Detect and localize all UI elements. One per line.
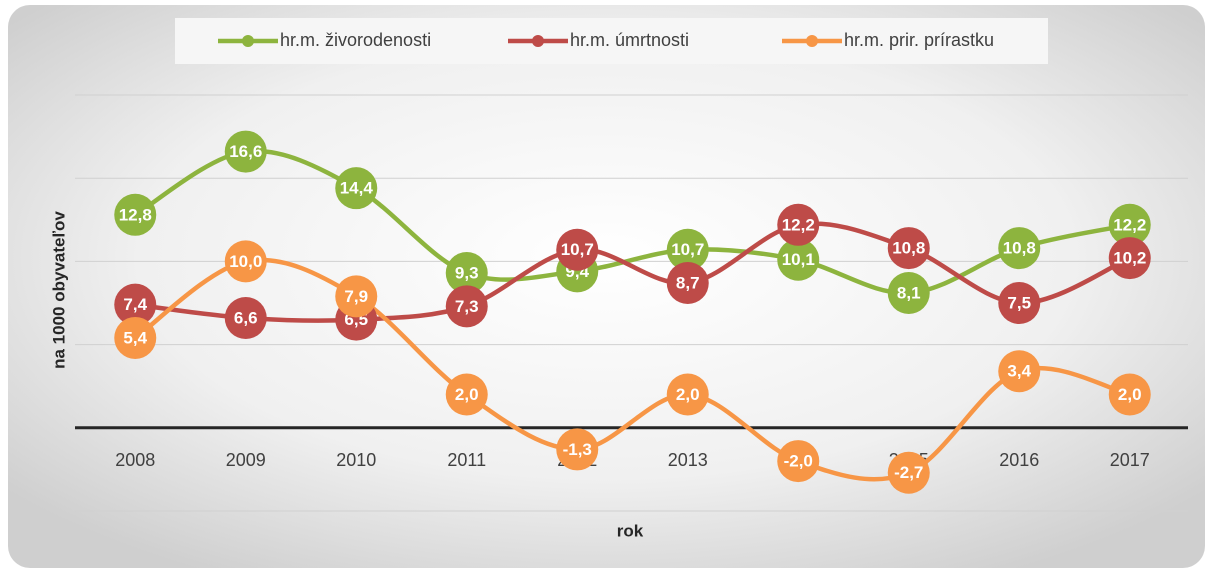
legend-item: hr.m. prir. prírastku: [782, 30, 994, 50]
data-label: 2,0: [676, 385, 700, 404]
legend-label: hr.m. živorodenosti: [280, 30, 431, 50]
data-label: 7,4: [123, 295, 147, 314]
data-point: [556, 428, 599, 471]
legend-item: hr.m. živorodenosti: [218, 30, 431, 50]
series-line: [134, 221, 1131, 323]
data-label: 10,2: [1113, 249, 1146, 268]
data-point: [114, 316, 157, 359]
data-point: [666, 228, 709, 271]
y-axis-label: na 1000 obyvateľov: [49, 211, 68, 369]
data-point: [777, 238, 820, 281]
x-tick-label: 2008: [115, 450, 155, 470]
data-point: [224, 296, 267, 339]
data-point: [1108, 373, 1151, 416]
data-label: 12,8: [119, 205, 152, 224]
data-label: 10,1: [782, 250, 815, 269]
data-point: [777, 203, 820, 246]
data-point: [445, 252, 488, 295]
data-label: 5,4: [123, 328, 147, 347]
legend-box: [175, 18, 1048, 64]
legend-label: hr.m. úmrtnosti: [570, 30, 689, 50]
data-label: -2,0: [784, 452, 813, 471]
data-point: [1108, 203, 1151, 246]
data-label: 2,0: [455, 385, 479, 404]
data-point: [887, 451, 930, 494]
x-tick-label: 2013: [668, 450, 708, 470]
legend-label: hr.m. prir. prírastku: [844, 30, 994, 50]
data-point: [335, 275, 378, 318]
data-label: 10,7: [671, 240, 704, 259]
data-point: [887, 227, 930, 270]
x-tick-label: 2016: [999, 450, 1039, 470]
data-point: [998, 227, 1041, 270]
legend-item: hr.m. úmrtnosti: [508, 30, 689, 50]
data-label: 8,7: [676, 274, 700, 293]
data-point: [1108, 237, 1151, 280]
data-point: [666, 373, 709, 416]
x-tick-label: 2010: [336, 450, 376, 470]
data-label: -2,7: [894, 463, 923, 482]
data-label: 3,4: [1007, 362, 1031, 381]
data-point: [887, 272, 930, 315]
x-tick-label: 2011: [447, 450, 486, 470]
data-point: [777, 440, 820, 483]
legend-marker: [532, 35, 544, 47]
data-point: [445, 285, 488, 328]
data-label: 14,4: [340, 179, 374, 198]
data-label: 7,5: [1007, 293, 1031, 312]
data-label: 12,2: [1113, 215, 1146, 234]
data-label: 10,0: [229, 252, 262, 271]
data-label: 8,1: [897, 284, 921, 303]
data-point: [556, 228, 599, 271]
data-point: [224, 130, 267, 173]
x-tick-label: 2009: [226, 450, 266, 470]
data-label: 10,8: [1003, 239, 1036, 258]
data-label: -1,3: [563, 440, 592, 459]
data-point: [335, 167, 378, 210]
data-point: [666, 262, 709, 305]
data-point: [445, 373, 488, 416]
data-label: 10,7: [561, 240, 594, 259]
data-point: [998, 350, 1041, 393]
data-point: [114, 283, 157, 326]
data-label: 16,6: [229, 142, 262, 161]
x-axis-label: rok: [617, 521, 644, 540]
legend-marker: [806, 35, 818, 47]
data-point: [224, 240, 267, 283]
x-tick-label: 2017: [1110, 450, 1150, 470]
data-label: 7,9: [344, 287, 368, 306]
data-label: 10,8: [892, 239, 925, 258]
legend-marker: [242, 35, 254, 47]
data-label: 2,0: [1118, 385, 1142, 404]
data-point: [998, 282, 1041, 324]
data-label: 6,6: [234, 308, 258, 327]
data-point: [114, 193, 157, 236]
series-line: [133, 257, 1131, 482]
data-label: 9,3: [455, 264, 479, 283]
data-label: 7,3: [455, 297, 479, 316]
data-label: 12,2: [782, 215, 815, 234]
